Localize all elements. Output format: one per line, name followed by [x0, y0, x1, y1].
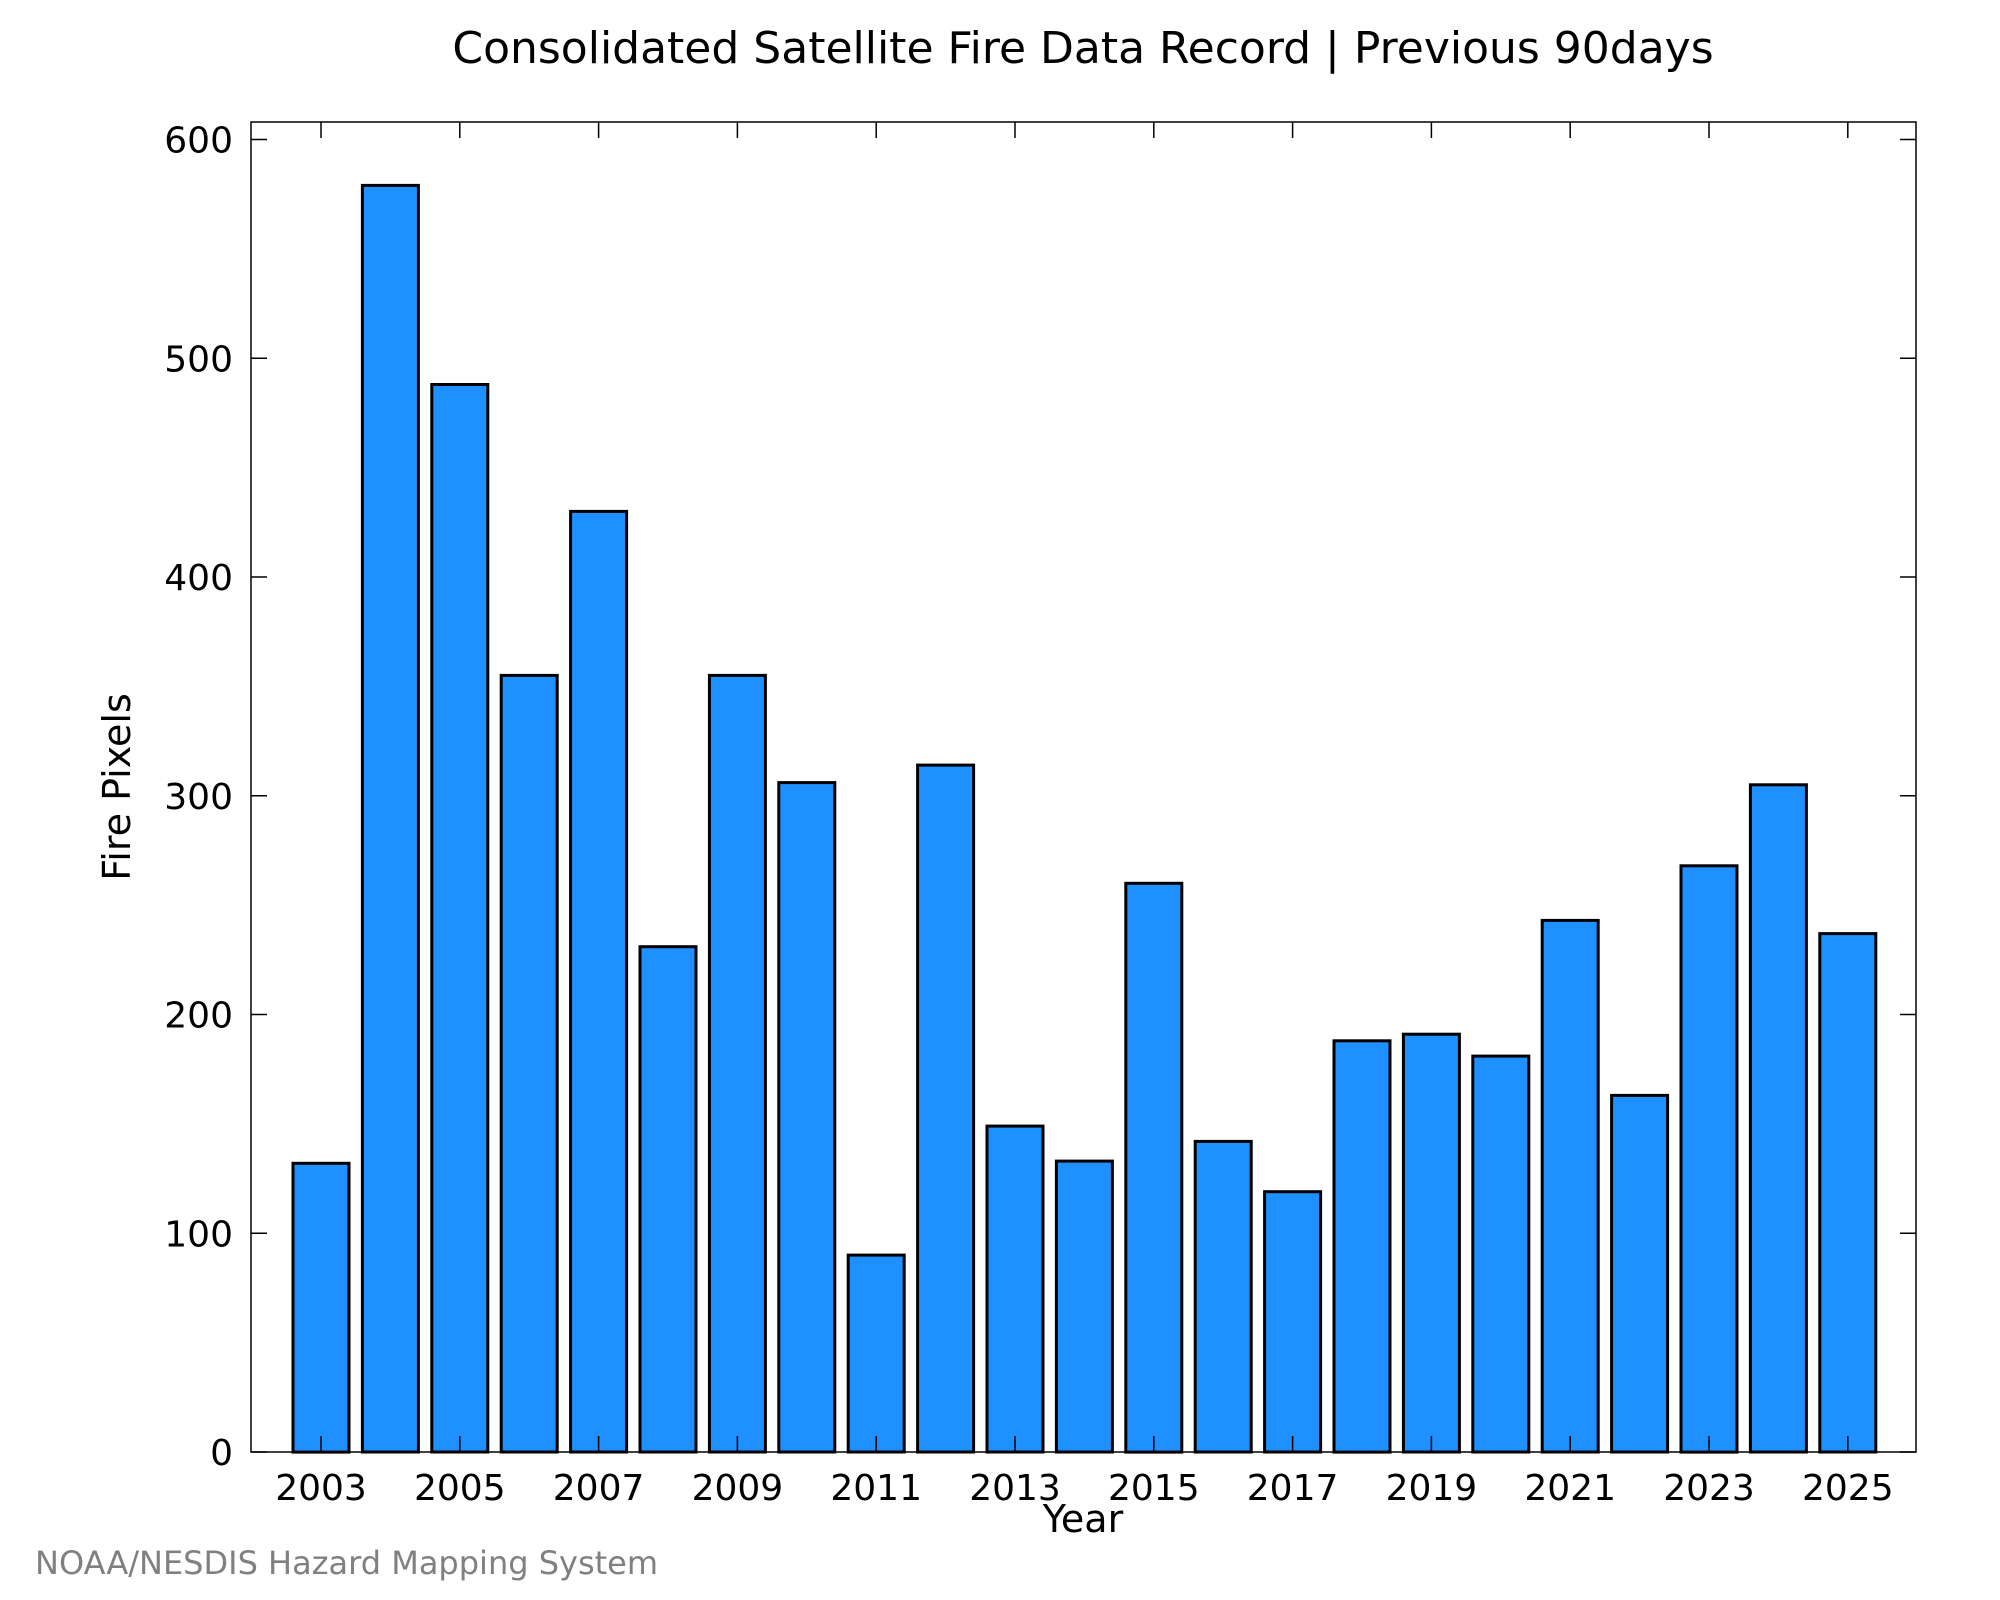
bar-2009: [707, 673, 767, 1454]
x-axis-tick-labels: 2003 2005 2007 2009 2011 2013 2015 2017 2019 2021…: [275, 1468, 1893, 1509]
y-axis-label: Fire Pixels: [95, 693, 139, 881]
bar-2018: [1332, 1039, 1392, 1454]
x-tick-label: 2025: [1802, 1468, 1894, 1509]
bar-2023: [1679, 864, 1739, 1454]
x-tick-label: 2019: [1386, 1468, 1478, 1509]
y-tick-label: 500: [164, 339, 233, 380]
bar-2013: [985, 1124, 1045, 1454]
x-tick-label: 2015: [1108, 1468, 1200, 1509]
bar-series: [291, 183, 1878, 1454]
bar-2004: [360, 183, 420, 1454]
bar-2012: [916, 763, 976, 1454]
x-tick-label: 2007: [553, 1468, 645, 1509]
bar-2008: [638, 945, 698, 1454]
chart-title: Consolidated Satellite Fire Data Record …: [452, 23, 1713, 74]
y-tick-label: 600: [164, 121, 233, 162]
x-tick-label: 2011: [830, 1468, 922, 1509]
y-tick-label: 200: [164, 996, 233, 1037]
bar-2021: [1540, 918, 1600, 1454]
x-tick-label: 2005: [414, 1468, 506, 1509]
bar-2019: [1401, 1032, 1461, 1454]
x-tick-label: 2021: [1524, 1468, 1616, 1509]
bar-2014: [1054, 1159, 1114, 1454]
y-tick-label: 100: [164, 1214, 233, 1255]
y-axis-tick-labels: 0 100 200 300 400 500 600: [164, 121, 233, 1475]
x-tick-label: 2013: [969, 1468, 1061, 1509]
x-tick-label: 2023: [1663, 1468, 1755, 1509]
bar-2022: [1610, 1093, 1670, 1454]
bar-2017: [1263, 1190, 1323, 1454]
y-tick-label: 0: [210, 1433, 233, 1474]
x-axis-label: Year: [1042, 1497, 1124, 1541]
bar-2003: [291, 1161, 351, 1454]
bar-2006: [499, 673, 559, 1454]
bar-2015: [1124, 881, 1184, 1454]
bar-2010: [777, 781, 837, 1454]
x-tick-label: 2009: [692, 1468, 784, 1509]
bar-2016: [1193, 1139, 1253, 1454]
credit-text: NOAA/NESDIS Hazard Mapping System: [35, 1544, 658, 1582]
x-tick-label: 2017: [1247, 1468, 1339, 1509]
plot-frame: [250, 121, 1917, 1453]
bar-2005: [430, 383, 490, 1454]
bar-2011: [846, 1253, 906, 1454]
bar-2025: [1818, 932, 1878, 1454]
bar-2020: [1471, 1054, 1531, 1454]
bar-2024: [1748, 783, 1808, 1454]
y-tick-label: 300: [164, 777, 233, 818]
y-tick-label: 400: [164, 558, 233, 599]
x-tick-label: 2003: [275, 1468, 367, 1509]
bar-2007: [569, 509, 629, 1454]
axis-ticks: [251, 122, 1916, 1453]
